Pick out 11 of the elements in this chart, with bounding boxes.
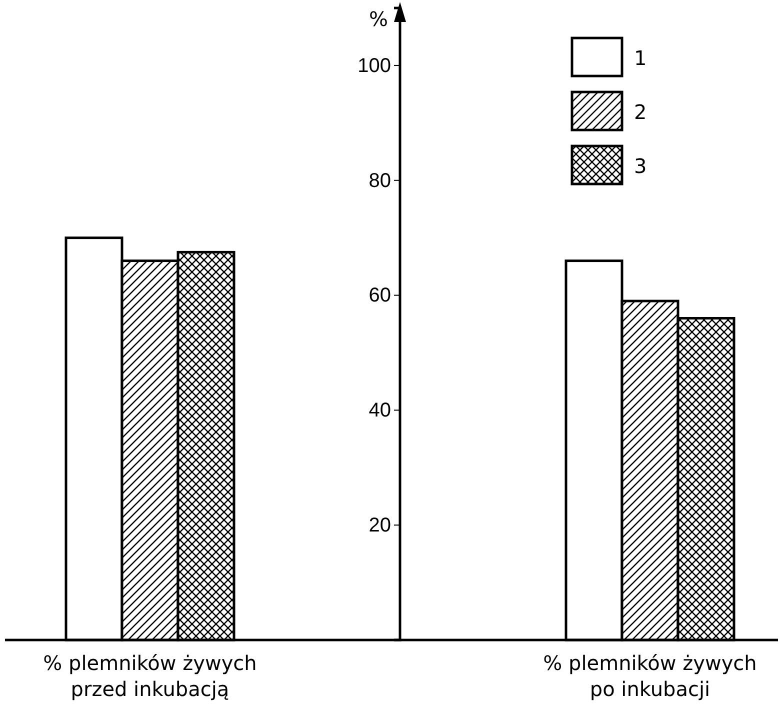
x-tick-label: % plemników żywych przed inkubacją xyxy=(43,651,257,701)
legend-label: 3 xyxy=(634,154,647,178)
legend-label: 1 xyxy=(634,46,647,70)
y-tick-label: 80 xyxy=(368,170,391,192)
y-tick-label: 60 xyxy=(368,284,391,307)
legend-label: 2 xyxy=(634,100,647,124)
y-tick-label: 100 xyxy=(358,54,391,77)
x-tick-label: % plemników żywych po inkubacji xyxy=(543,651,757,701)
y-tick-label: 40 xyxy=(368,400,391,422)
y-tick-label: 20 xyxy=(368,514,391,536)
y-axis-title: % xyxy=(368,7,388,31)
